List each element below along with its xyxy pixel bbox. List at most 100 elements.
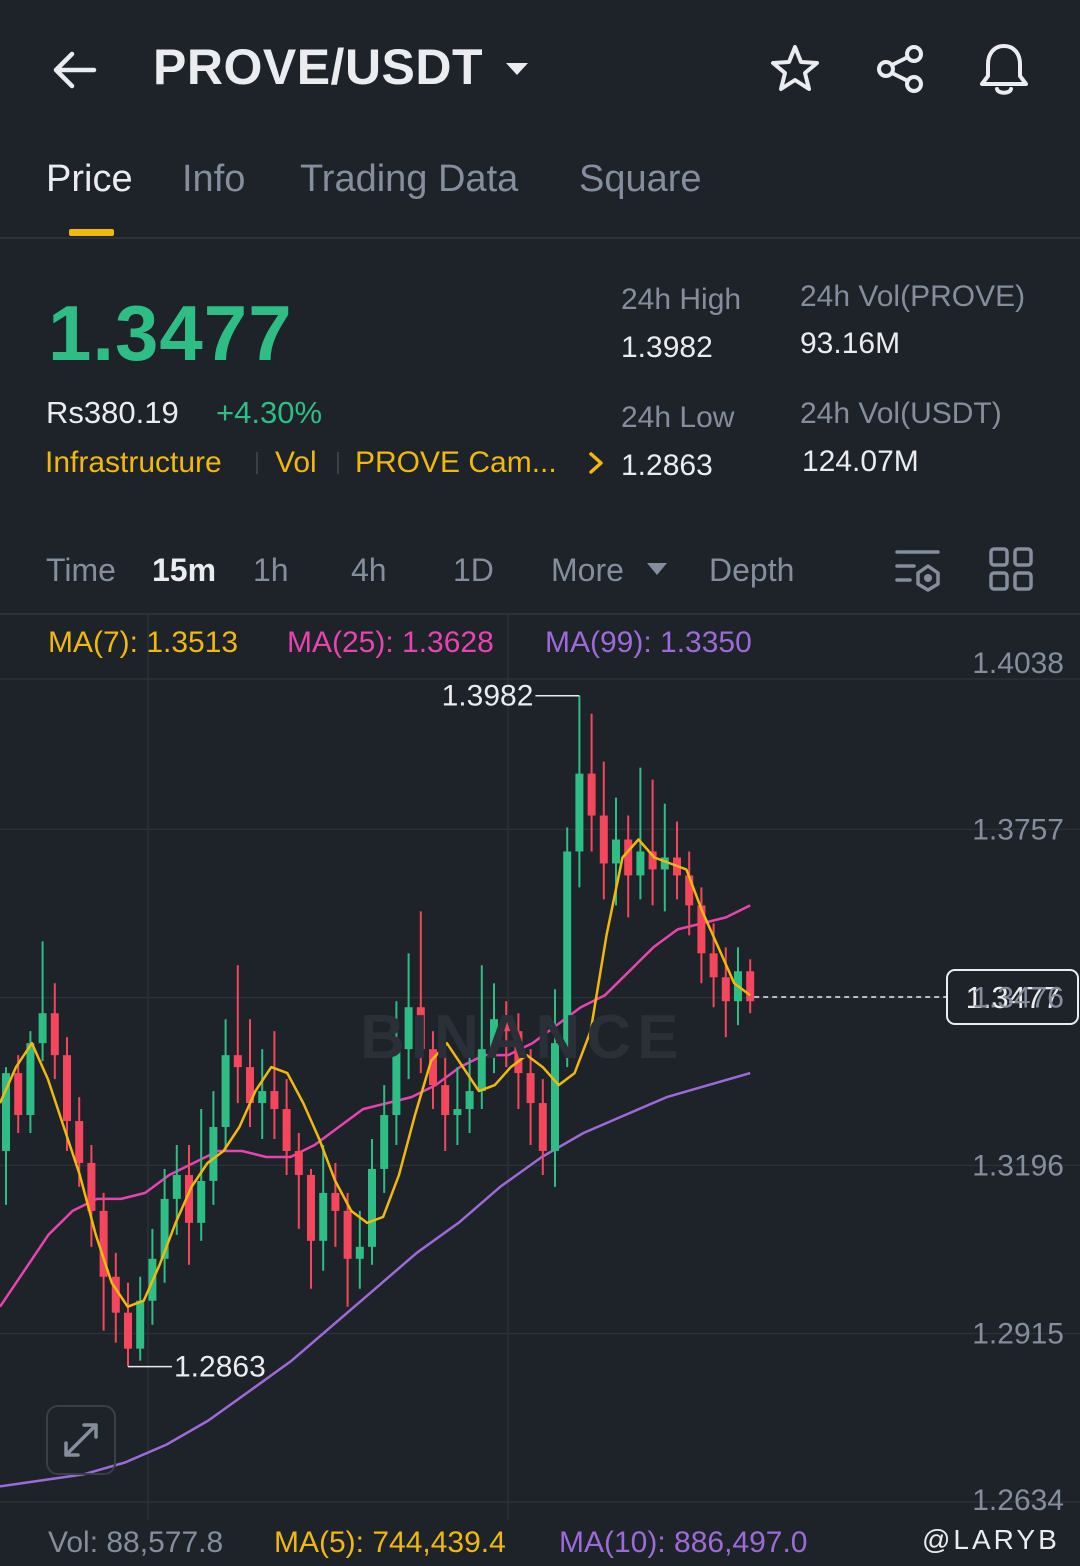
candle-body [294, 1150, 303, 1175]
volume-ma5: MA(5): 744,439.4 [274, 1526, 506, 1559]
y-tick-label: 1.3196 [972, 1149, 1064, 1182]
author-credit: @LARYB [922, 1524, 1060, 1555]
24h-vol-base-value: 93.16M [800, 327, 901, 360]
candle-body [685, 875, 694, 906]
candle-body [63, 1055, 71, 1122]
tag-separator [256, 452, 258, 474]
fullscreen-expand-button[interactable] [46, 1405, 116, 1475]
candle-body [2, 1073, 10, 1151]
interval-1h[interactable]: 1h [253, 552, 289, 588]
candle-body [453, 1109, 462, 1116]
tab-price[interactable]: Price [46, 158, 133, 200]
last-price: 1.3477 [48, 289, 293, 377]
candle-body [343, 1210, 352, 1259]
candle-body [221, 1055, 230, 1128]
layout-grid-icon[interactable] [988, 546, 1034, 592]
candle-body [587, 773, 596, 816]
pair-title[interactable]: PROVE/USDT [153, 39, 484, 95]
candle-body [258, 1091, 267, 1104]
y-tick-label: 1.4038 [972, 647, 1064, 680]
candle-body [721, 977, 730, 1002]
candle-body [233, 1055, 242, 1068]
candle-body [270, 1091, 279, 1110]
ma99-legend: MA(99): 1.3350 [545, 626, 752, 659]
candle-body [624, 839, 633, 876]
24h-high-label: 24h High [621, 283, 742, 316]
chevron-right-icon[interactable] [586, 450, 606, 476]
candle-body [526, 1073, 535, 1104]
ma7-line [0, 838, 751, 1308]
candle-body [514, 1031, 523, 1074]
24h-vol-quote-value: 124.07M [802, 445, 919, 478]
candle-body [160, 1198, 169, 1259]
low-marker-label: 1.2863 [174, 1351, 266, 1384]
ma7-legend: MA(7): 1.3513 [48, 626, 239, 659]
candle-body [26, 1043, 35, 1116]
favorite-star-icon[interactable] [768, 42, 822, 96]
volume-value: Vol: 88,577.8 [48, 1526, 224, 1559]
tag-infrastructure[interactable]: Infrastructure [45, 446, 222, 479]
24h-low-label: 24h Low [621, 401, 735, 434]
candle-body [441, 1085, 450, 1116]
price-change-percent: +4.30% [216, 395, 323, 430]
binance-watermark: BINANCE [360, 1003, 685, 1072]
interval-4h[interactable]: 4h [351, 552, 387, 588]
candle-body [124, 1312, 132, 1349]
y-tick-label: 1.3476 [972, 982, 1064, 1015]
24h-low-value: 1.2863 [621, 449, 713, 482]
candle-body [416, 1007, 425, 1050]
candle-body [38, 1013, 47, 1044]
candles [2, 695, 755, 1367]
share-icon[interactable] [874, 42, 928, 96]
candle-body [14, 1073, 23, 1116]
candle-body [660, 857, 669, 870]
candle-body [319, 1192, 328, 1241]
candle-body [185, 1174, 193, 1223]
candle-body [490, 1019, 498, 1050]
interval-1d[interactable]: 1D [453, 552, 494, 588]
pair-dropdown-caret-icon[interactable] [504, 60, 530, 78]
candle-body [502, 1019, 511, 1032]
24h-vol-quote-label: 24h Vol(USDT) [800, 397, 1002, 430]
tag-prove-campaign[interactable]: PROVE Cam... [355, 446, 557, 479]
candle-body [465, 1091, 474, 1110]
price-alert-bell-icon[interactable] [976, 40, 1032, 98]
tab-square[interactable]: Square [579, 158, 702, 200]
candle-body [99, 1210, 108, 1277]
interval-time[interactable]: Time [46, 552, 116, 588]
tab-trading-data[interactable]: Trading Data [300, 158, 519, 200]
candle-body [697, 905, 706, 954]
candle-body [380, 1115, 389, 1169]
ma25-line [0, 904, 751, 1308]
tabs-divider [0, 237, 1080, 239]
candle-body [746, 971, 755, 1002]
interval-15m[interactable]: 15m [152, 552, 217, 588]
candle-body [50, 1013, 59, 1056]
candle-body [172, 1174, 181, 1199]
candle-body [246, 1067, 254, 1104]
candle-body [136, 1300, 145, 1349]
depth-button[interactable]: Depth [709, 552, 795, 588]
indicator-settings-icon[interactable] [894, 546, 942, 592]
candle-body [355, 1246, 364, 1259]
y-tick-label: 1.2915 [972, 1318, 1064, 1351]
back-arrow-icon[interactable] [48, 44, 100, 96]
candlestick-chart[interactable]: 1.3982 1.2863 1.3477 1.4038 1.3757 1.3476 1.3… [0, 615, 1080, 1566]
fiat-price: Rs380.19 [46, 395, 179, 430]
tag-separator [337, 452, 339, 474]
tab-info[interactable]: Info [182, 158, 246, 200]
24h-vol-base-label: 24h Vol(PROVE) [800, 280, 1026, 313]
more-dropdown-caret-icon[interactable] [646, 562, 668, 576]
volume-ma10: MA(10): 886,497.0 [559, 1526, 808, 1559]
candle-body [197, 1180, 206, 1223]
y-tick-label: 1.3757 [972, 813, 1064, 846]
interval-more[interactable]: More [551, 552, 624, 588]
tag-vol[interactable]: Vol [275, 446, 317, 479]
candle-body [307, 1174, 315, 1241]
current-price-box [946, 969, 1079, 1026]
candle-body [599, 815, 608, 864]
candle-body [282, 1109, 291, 1151]
candle-body [368, 1168, 376, 1247]
candle-body [404, 1007, 413, 1050]
y-tick-label: 1.2634 [972, 1484, 1064, 1517]
